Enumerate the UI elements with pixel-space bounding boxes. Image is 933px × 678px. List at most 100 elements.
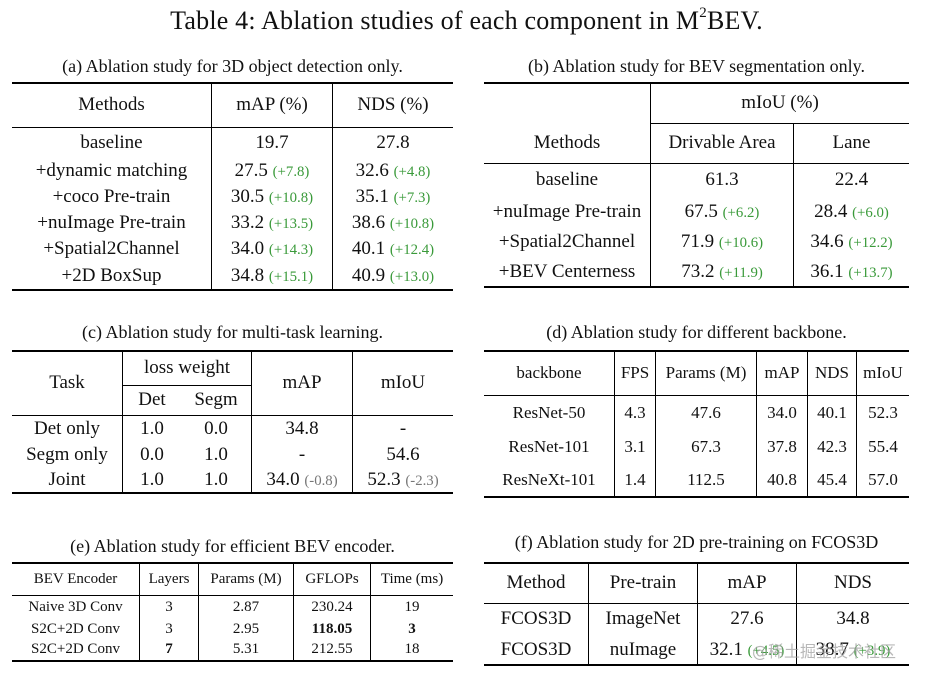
table-cell: 52.3 xyxy=(868,403,898,423)
table-e-caption: (e) Ablation study for efficient BEV enc… xyxy=(70,536,395,556)
table-row-label: Joint xyxy=(12,467,123,493)
table-a-header: mAP (%) xyxy=(211,83,333,127)
table-d-header: backbone xyxy=(484,351,615,395)
table-cell: - xyxy=(399,418,407,440)
table-row-label: Naive 3D Conv xyxy=(12,595,140,619)
table-c-panel: (c) Ablation study for multi-task learni… xyxy=(12,322,453,494)
table-row-label: +nuImage Pre-train xyxy=(12,210,212,236)
table-row-label: ResNet-101 xyxy=(484,431,615,463)
table-cell: 40.9 (+13.0) xyxy=(351,264,435,286)
table-row-label: +2D BoxSup xyxy=(12,262,212,290)
table-row-label: ResNet-50 xyxy=(484,395,615,431)
table-cell: 3 xyxy=(139,619,199,639)
table-cell: 212.55 xyxy=(293,639,371,661)
table-cell: 73.2 (+11.9) xyxy=(650,257,794,287)
table-c-header: Segm xyxy=(181,385,252,415)
table-cell: 36.1 (+13.7) xyxy=(810,260,893,282)
table-row-label: +coco Pre-train xyxy=(12,184,212,210)
table-c-header: mIoU xyxy=(380,372,426,394)
table-f: Method Pre-train mAP NDS FCOS3D ImageNet… xyxy=(484,562,909,666)
table-cell: 34.8 xyxy=(251,415,353,443)
table-cell: 30.5 (+10.8) xyxy=(211,184,333,210)
table-e-header: GFLOPs xyxy=(293,563,371,595)
table-cell: 34.6 (+12.2) xyxy=(810,231,893,252)
table-cell: 54.6 xyxy=(386,444,420,465)
table-d-header: Params (M) xyxy=(655,351,757,395)
table-d-panel: (d) Ablation study for different backbon… xyxy=(484,322,909,498)
table-row-label: +Spatial2Channel xyxy=(12,236,212,262)
table-e-header: BEV Encoder xyxy=(12,563,140,595)
table-b: mIoU (%) Methods Drivable Area Lane base… xyxy=(484,82,909,288)
table-cell: ImageNet xyxy=(588,603,698,635)
main-title: Table 4: Ablation studies of each compon… xyxy=(170,5,763,35)
table-f-header: mAP xyxy=(697,563,797,603)
table-cell: 1.0 xyxy=(181,443,252,467)
table-cell: 28.4 (+6.0) xyxy=(814,201,889,222)
table-cell: 34.8 (+15.1) xyxy=(211,262,333,290)
table-c-header: loss weight xyxy=(122,351,252,386)
table-row-label: baseline xyxy=(12,127,212,158)
table-cell: 71.9 (+10.6) xyxy=(650,227,794,257)
watermark: @稀土掘金技术社区 xyxy=(752,642,897,661)
table-row-label: FCOS3D xyxy=(484,603,589,635)
table-row-label: baseline xyxy=(484,163,651,197)
table-cell: 7 xyxy=(139,639,199,661)
table-cell: 3 xyxy=(139,595,199,619)
table-d-header: mAP xyxy=(756,351,808,395)
table-cell: 32.6 (+4.8) xyxy=(355,160,431,181)
table-cell: 61.3 xyxy=(650,163,794,197)
table-f-header: Pre-train xyxy=(588,563,698,603)
table-cell: 40.1 xyxy=(807,395,857,431)
table-cell: 1.0 xyxy=(140,468,164,490)
table-cell: 38.6 (+10.8) xyxy=(351,212,435,233)
table-cell: 0.0 xyxy=(140,444,164,465)
table-e-panel: (e) Ablation study for efficient BEV enc… xyxy=(12,536,453,662)
table-row-label: S2C+2D Conv xyxy=(12,639,140,661)
table-cell: 0.0 xyxy=(181,415,252,443)
table-cell: 34.8 xyxy=(836,608,870,630)
table-b-header: Lane xyxy=(793,122,909,163)
table-row-label: Segm only xyxy=(12,443,123,467)
table-d-header: mIoU xyxy=(863,363,903,383)
table-e-header: Layers xyxy=(139,563,199,595)
table-e-header: Params (M) xyxy=(198,563,294,595)
table-cell: 32.1 (+4.5) xyxy=(697,635,797,665)
table-cell: 40.1 (+12.4) xyxy=(351,238,435,259)
table-cell: 52.3 (-2.3) xyxy=(367,468,439,490)
table-cell: 38.7 (+3.9) xyxy=(815,638,891,660)
table-f-panel: (f) Ablation study for 2D pre-training o… xyxy=(484,532,909,666)
table-cell: 118.05 xyxy=(293,619,371,639)
table-cell: 1.0 xyxy=(140,418,164,440)
table-cell: 34.0 xyxy=(756,395,808,431)
table-row-label: S2C+2D Conv xyxy=(12,619,140,639)
table-cell: 55.4 xyxy=(868,437,898,456)
table-cell: 4.3 xyxy=(614,395,656,431)
table-cell: 34.0 (+14.3) xyxy=(211,236,333,262)
table-b-header: Methods xyxy=(484,123,651,163)
table-cell: 112.5 xyxy=(655,463,757,497)
table-cell: 19 xyxy=(404,598,420,615)
table-a: Methods mAP (%) NDS (%) baseline 19.7 27… xyxy=(12,82,453,291)
table-row-label: +BEV Centerness xyxy=(484,257,651,287)
table-cell: 230.24 xyxy=(293,595,371,619)
table-row-label: Det only xyxy=(12,415,123,443)
table-cell: 45.4 xyxy=(807,463,857,497)
table-d-header: FPS xyxy=(614,351,656,395)
table-row-label: +dynamic matching xyxy=(12,158,212,184)
table-cell: nuImage xyxy=(588,635,698,665)
table-cell: 1.0 xyxy=(181,467,252,493)
table-row-label: +nuImage Pre-train xyxy=(484,197,651,227)
table-a-panel: (a) Ablation study for 3D object detecti… xyxy=(12,56,453,291)
table-cell: 19.7 xyxy=(211,127,333,158)
table-cell: 27.5 (+7.8) xyxy=(211,158,333,184)
table-e: BEV Encoder Layers Params (M) GFLOPs Tim… xyxy=(12,562,453,662)
table-b-header: Drivable Area xyxy=(650,122,794,163)
table-b-panel: (b) Ablation study for BEV segmentation … xyxy=(484,56,909,288)
table-cell: 27.8 xyxy=(376,131,410,153)
table-cell: 22.4 xyxy=(834,169,869,191)
table-c-caption: (c) Ablation study for multi-task learni… xyxy=(82,322,383,342)
table-cell: 27.6 xyxy=(697,603,797,635)
table-cell: 57.0 xyxy=(868,469,898,489)
table-b-caption: (b) Ablation study for BEV segmentation … xyxy=(528,56,865,76)
table-a-caption: (a) Ablation study for 3D object detecti… xyxy=(62,56,403,76)
